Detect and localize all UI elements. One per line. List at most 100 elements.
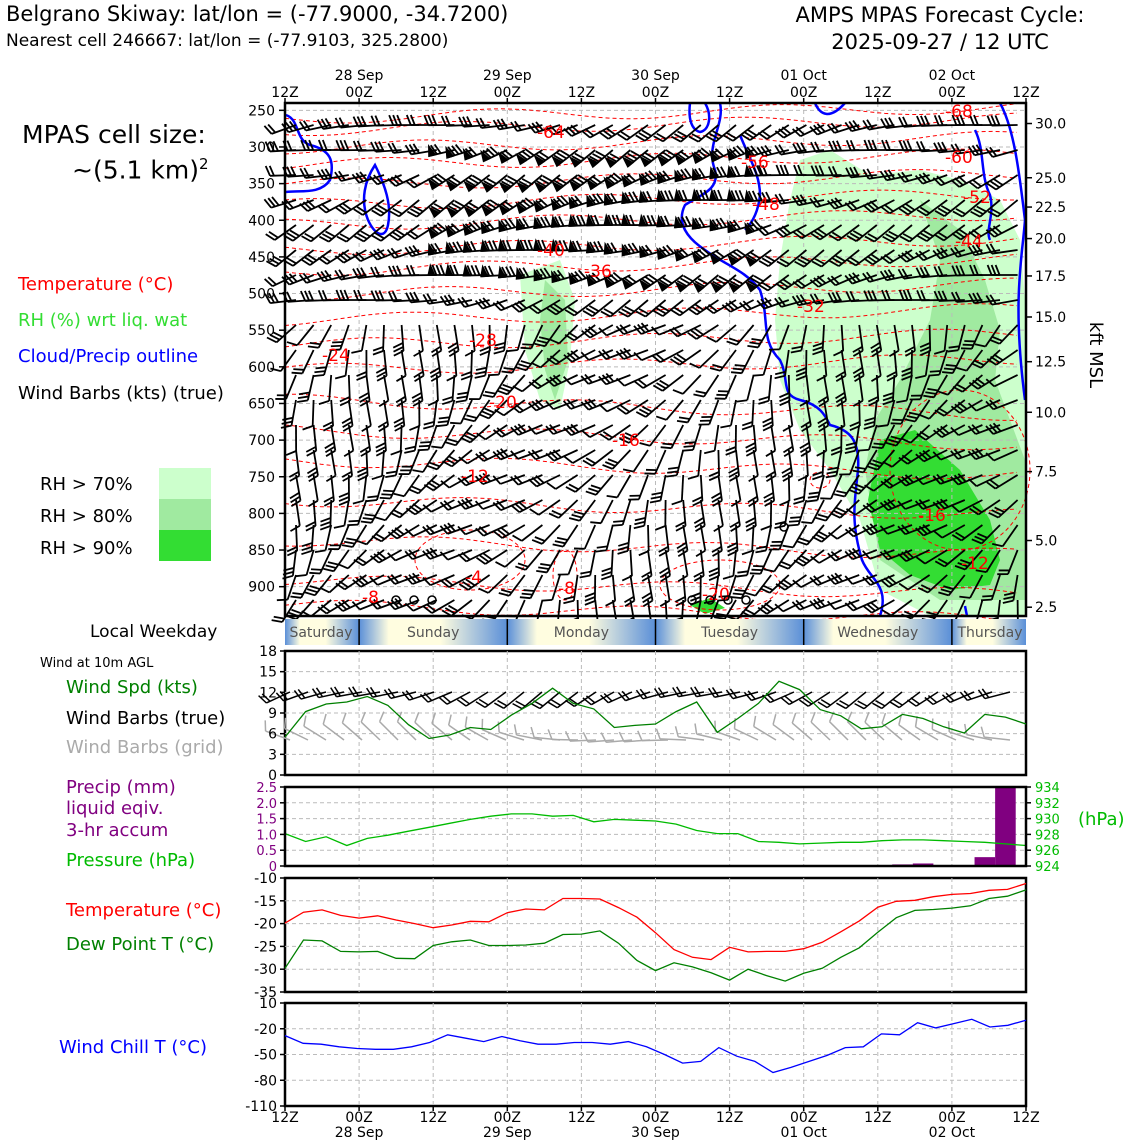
wind-barb-feather (792, 231, 803, 240)
wind-barb-feather (343, 540, 355, 545)
wind-barb-feather (616, 406, 627, 415)
wind-barb-feather (291, 371, 303, 375)
wind-barb-feather (451, 202, 462, 210)
wind-barb-feather (814, 165, 821, 176)
wind-barb-feather (646, 190, 653, 202)
wind-barb (404, 599, 438, 612)
wind-barb (482, 374, 508, 398)
legend-precip-1: Precip (mm) (66, 777, 176, 798)
wind-barb-feather (531, 449, 541, 459)
wind-barb-pennant (673, 248, 685, 262)
wind-barb-staff (524, 549, 544, 571)
wind-barb-feather (774, 144, 782, 156)
wind-barb-feather (700, 147, 711, 156)
wind-barb-feather (581, 130, 591, 139)
wind-barb-staff (311, 399, 315, 427)
wind-barb-feather (620, 131, 631, 139)
wind-barb-staff (940, 174, 966, 187)
wind-barb-feather (320, 118, 328, 129)
wind-barb-feather (695, 189, 702, 201)
wind-barb-feather (813, 277, 823, 286)
wind-barb-feather (747, 254, 758, 262)
wind-barb-feather (658, 247, 667, 257)
wind-barb (318, 374, 333, 405)
wind-barb-feather (558, 240, 565, 251)
wind-barb-feather (698, 217, 706, 228)
wind-barb-staff (764, 224, 790, 237)
wind-barb-feather (401, 465, 413, 468)
wind-barb-feather (806, 499, 818, 503)
wind-barb-feather (760, 525, 772, 531)
wind-barb-feather (898, 207, 909, 216)
wind-barb (462, 220, 490, 236)
wind-barb (917, 224, 948, 242)
wind-barb (479, 324, 491, 356)
y-tick-label: 18 (259, 644, 277, 660)
wind-barb-feather (426, 293, 434, 304)
wind-barb-feather (373, 174, 382, 184)
wind-barb-feather (337, 563, 349, 570)
wind-barb-staff (546, 549, 561, 573)
wind-barb-feather (422, 504, 432, 513)
wind-barb-feather (888, 438, 899, 444)
wind-barb-feather (828, 234, 839, 242)
bottom-time-tick-label: 00Z (790, 1110, 817, 1126)
wind-barb-feather (812, 350, 823, 356)
wind-barb (445, 144, 473, 159)
wind-barb-feather (757, 606, 768, 615)
wind-barb-feather (923, 230, 934, 237)
wind-barb-staff (719, 349, 737, 372)
wind-barb (736, 549, 755, 578)
wind-barb-feather (538, 198, 548, 207)
wind-barb-feather (925, 391, 937, 395)
wind-barb-feather (369, 576, 379, 586)
wind-barb-staff (400, 374, 407, 401)
wind-barb-feather (915, 527, 925, 537)
wind-barb-feather (796, 557, 807, 565)
wind-barb-pennant (638, 278, 651, 291)
wind-barb-staff (499, 124, 525, 131)
wind-barb-feather (570, 350, 580, 359)
wind-barb-feather (641, 245, 649, 256)
wind-barb-feather (631, 242, 639, 253)
wind-barb-staff (470, 349, 473, 377)
wind-barb-feather (308, 290, 315, 301)
wind-barb-feather (475, 366, 487, 371)
wind-barb (515, 549, 544, 571)
wind-barb (510, 499, 543, 514)
wind-barb (550, 195, 578, 211)
wind-barb-staff (662, 299, 684, 317)
wind-barb-feather (743, 131, 754, 139)
wind-barb-feather (908, 411, 920, 416)
wind-barb-feather (730, 166, 737, 177)
wind-barb-feather (675, 596, 686, 603)
wind-barb (791, 294, 825, 307)
wind-barb-feather (759, 587, 771, 594)
wind-barb-staff (330, 474, 335, 501)
bottom-time-tick-label: 00Z (642, 1110, 669, 1126)
rh-shading (520, 150, 1025, 616)
wind-barb-feather (852, 230, 864, 237)
wind-barb (689, 349, 720, 369)
wind-barb-feather (901, 475, 911, 485)
wind-barb-feather (848, 120, 857, 131)
wind-barb-staff (699, 499, 706, 526)
wind-barb-feather (715, 278, 726, 285)
wind-barb-feather (795, 126, 805, 136)
wind-barb (915, 449, 948, 463)
wind-barb-feather (681, 216, 688, 227)
wind-barb-feather (541, 598, 553, 602)
wind-barb-feather (510, 121, 518, 132)
wind-barb-feather (489, 199, 500, 207)
wind-barb-feather (518, 363, 529, 369)
cloud-outline-9 (963, 605, 969, 617)
wind-barb-staff (431, 599, 455, 614)
wind-barb-feather (585, 307, 597, 315)
wind-barb-feather (827, 552, 837, 562)
wind-barb-feather (286, 140, 293, 151)
wind-barb-feather (393, 421, 405, 428)
wind-barb (756, 224, 790, 237)
wind-barb (653, 299, 684, 317)
wind-barb-feather (768, 348, 780, 351)
wind-barb-staff (377, 574, 402, 586)
